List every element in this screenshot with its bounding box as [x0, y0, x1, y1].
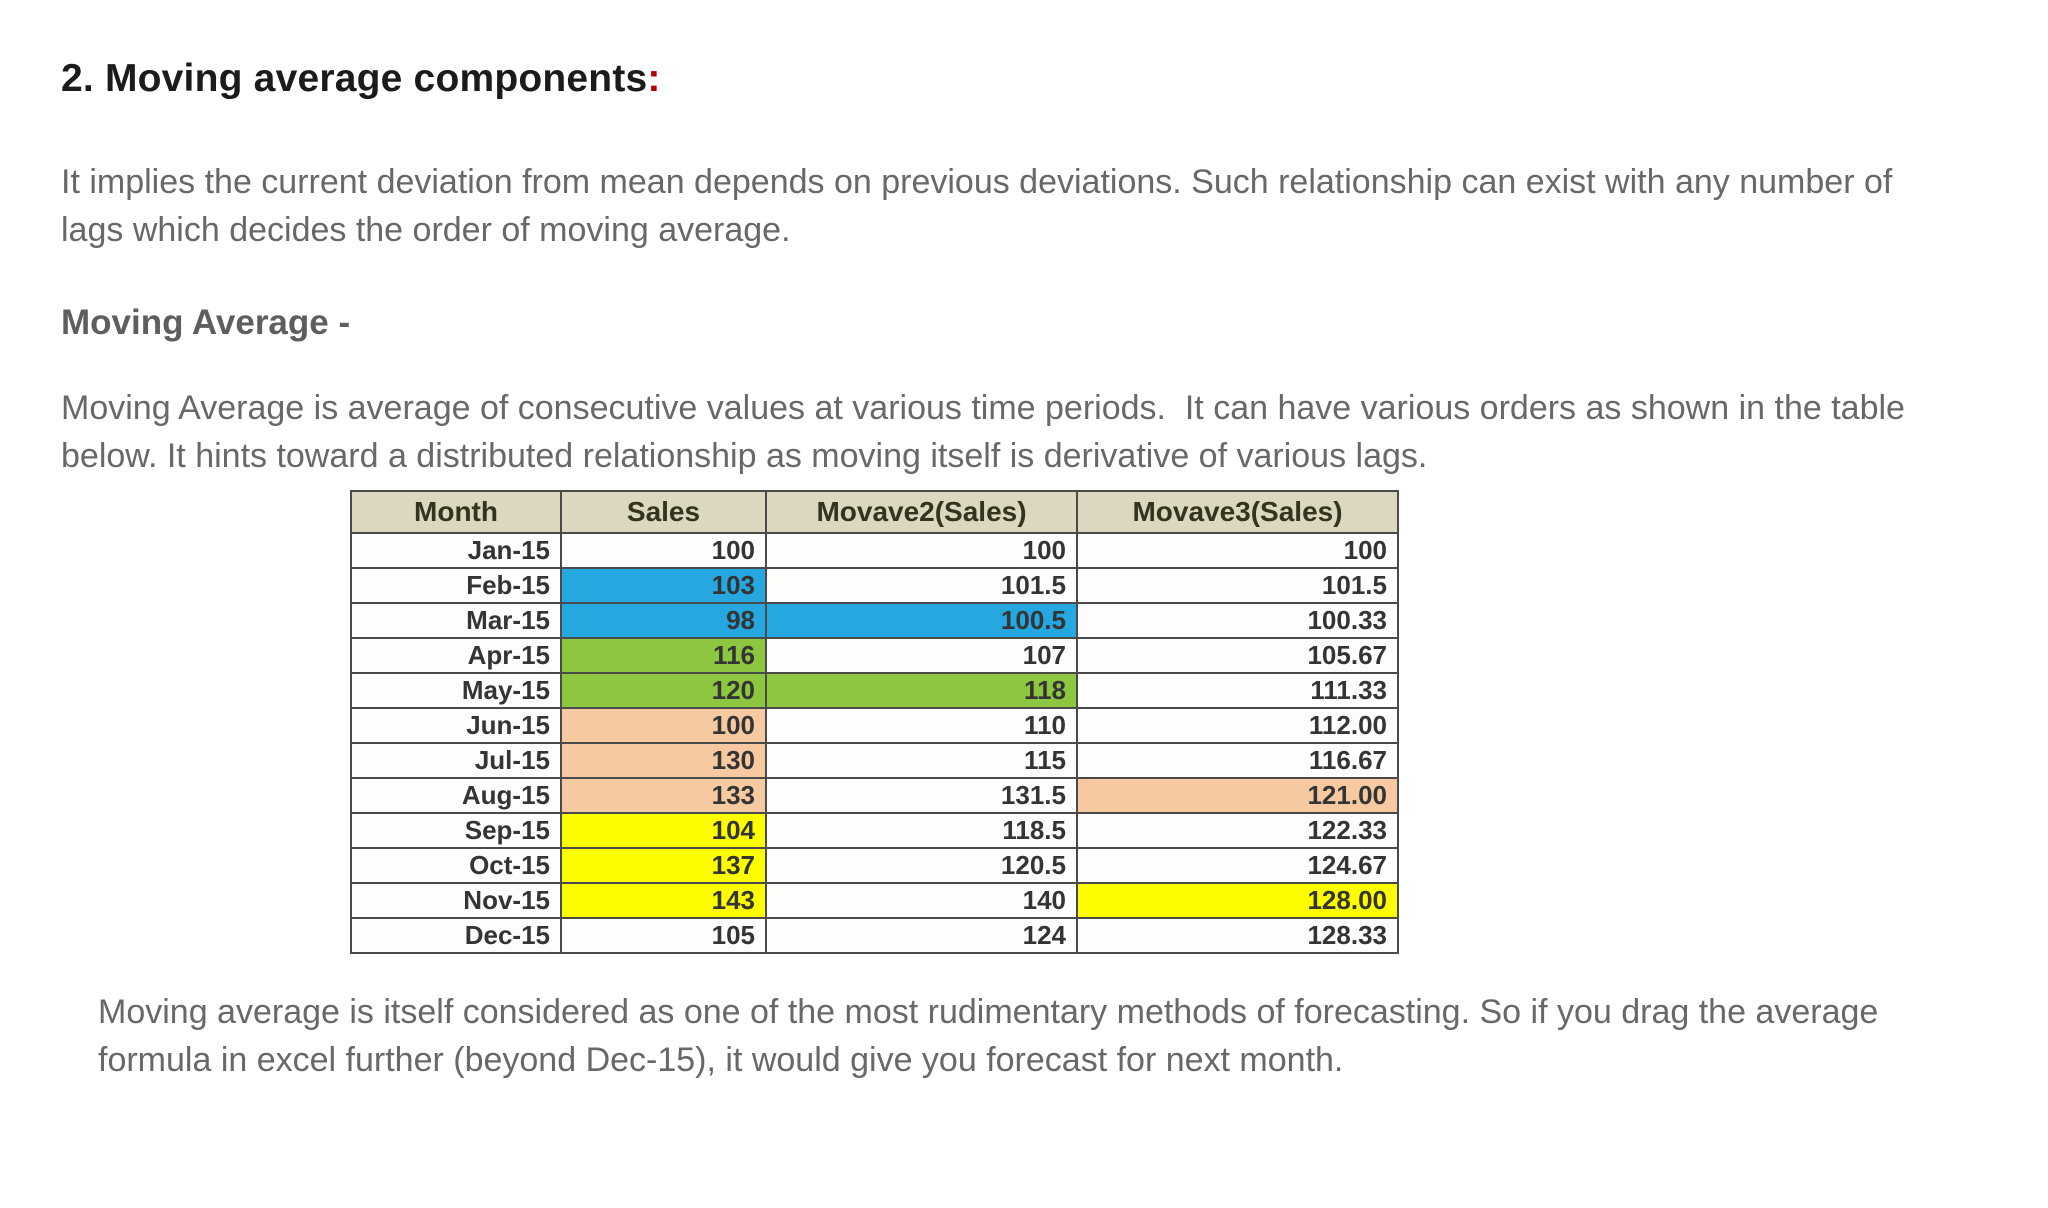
moving-average-table-image: Month Sales Movave2(Sales) Movave3(Sales) J… [350, 490, 1399, 954]
cell-sales: 100 [560, 707, 767, 744]
cell-movave3: 111.33 [1076, 672, 1399, 709]
cell-movave2: 110 [765, 707, 1078, 744]
table-row: Sep-15 104 118.5 122.33 [350, 812, 1399, 849]
table-row: Aug-15 133 131.5 121.00 [350, 777, 1399, 814]
table-body: Jan-15 100 100 100 Feb-15 103 101.5 101.5 Mar-15… [350, 532, 1399, 954]
section-heading: 2. Moving average components: [61, 56, 2048, 102]
cell-movave3: 100 [1076, 532, 1399, 569]
description-paragraph: Moving Average is average of consecutive… [61, 389, 1915, 475]
cell-month: Apr-15 [350, 637, 562, 674]
section-heading-text: 2. Moving average components [61, 57, 648, 100]
cell-sales: 100 [560, 532, 767, 569]
cell-movave2: 140 [765, 882, 1078, 919]
column-header-movave2: Movave2(Sales) [765, 490, 1078, 534]
table-header: Month Sales Movave2(Sales) Movave3(Sales) [350, 490, 1399, 534]
cell-movave3: 121.00 [1076, 777, 1399, 814]
cell-month: Jul-15 [350, 742, 562, 779]
cell-sales: 120 [560, 672, 767, 709]
cell-movave2: 100 [765, 532, 1078, 569]
cell-month: Mar-15 [350, 602, 562, 639]
subheading: Moving Average - [61, 303, 351, 342]
cell-movave2: 118.5 [765, 812, 1078, 849]
cell-movave3: 100.33 [1076, 602, 1399, 639]
table-row: Nov-15 143 140 128.00 [350, 882, 1399, 919]
cell-movave2: 120.5 [765, 847, 1078, 884]
cell-movave3: 116.67 [1076, 742, 1399, 779]
cell-month: Jun-15 [350, 707, 562, 744]
cell-movave2: 100.5 [765, 602, 1078, 639]
cell-movave2: 101.5 [765, 567, 1078, 604]
cell-movave3: 105.67 [1076, 637, 1399, 674]
cell-movave3: 124.67 [1076, 847, 1399, 884]
cell-month: Jan-15 [350, 532, 562, 569]
cell-month: Sep-15 [350, 812, 562, 849]
sales-table: Month Sales Movave2(Sales) Movave3(Sales) J… [350, 490, 1399, 954]
cell-movave2: 107 [765, 637, 1078, 674]
cell-movave3: 112.00 [1076, 707, 1399, 744]
cell-month: Dec-15 [350, 917, 562, 954]
cell-movave2: 115 [765, 742, 1078, 779]
cell-movave3: 122.33 [1076, 812, 1399, 849]
table-row: Oct-15 137 120.5 124.67 [350, 847, 1399, 884]
cell-movave2: 124 [765, 917, 1078, 954]
cell-sales: 130 [560, 742, 767, 779]
cell-sales: 137 [560, 847, 767, 884]
column-header-month: Month [350, 490, 562, 534]
table-row: Dec-15 105 124 128.33 [350, 917, 1399, 954]
document-page: 2. Moving average components: It implies… [0, 56, 2048, 1084]
cell-month: Oct-15 [350, 847, 562, 884]
cell-month: May-15 [350, 672, 562, 709]
cell-movave2: 131.5 [765, 777, 1078, 814]
cell-sales: 103 [560, 567, 767, 604]
table-row: Jul-15 130 115 116.67 [350, 742, 1399, 779]
section-heading-colon: : [647, 57, 661, 100]
table-row: Mar-15 98 100.5 100.33 [350, 602, 1399, 639]
cell-month: Feb-15 [350, 567, 562, 604]
cell-sales: 143 [560, 882, 767, 919]
table-row: Jan-15 100 100 100 [350, 532, 1399, 569]
cell-month: Aug-15 [350, 777, 562, 814]
footer-paragraph: Moving average is itself considered as o… [98, 993, 1888, 1079]
cell-sales: 104 [560, 812, 767, 849]
table-row: Jun-15 100 110 112.00 [350, 707, 1399, 744]
cell-sales: 133 [560, 777, 767, 814]
cell-sales: 105 [560, 917, 767, 954]
column-header-sales: Sales [560, 490, 767, 534]
cell-month: Nov-15 [350, 882, 562, 919]
column-header-movave3: Movave3(Sales) [1076, 490, 1399, 534]
table-row: Feb-15 103 101.5 101.5 [350, 567, 1399, 604]
cell-movave2: 118 [765, 672, 1078, 709]
cell-movave3: 101.5 [1076, 567, 1399, 604]
cell-sales: 116 [560, 637, 767, 674]
table-header-row: Month Sales Movave2(Sales) Movave3(Sales) [350, 490, 1399, 534]
table-row: Apr-15 116 107 105.67 [350, 637, 1399, 674]
cell-sales: 98 [560, 602, 767, 639]
table-row: May-15 120 118 111.33 [350, 672, 1399, 709]
cell-movave3: 128.33 [1076, 917, 1399, 954]
cell-movave3: 128.00 [1076, 882, 1399, 919]
intro-paragraph: It implies the current deviation from me… [61, 163, 1902, 249]
